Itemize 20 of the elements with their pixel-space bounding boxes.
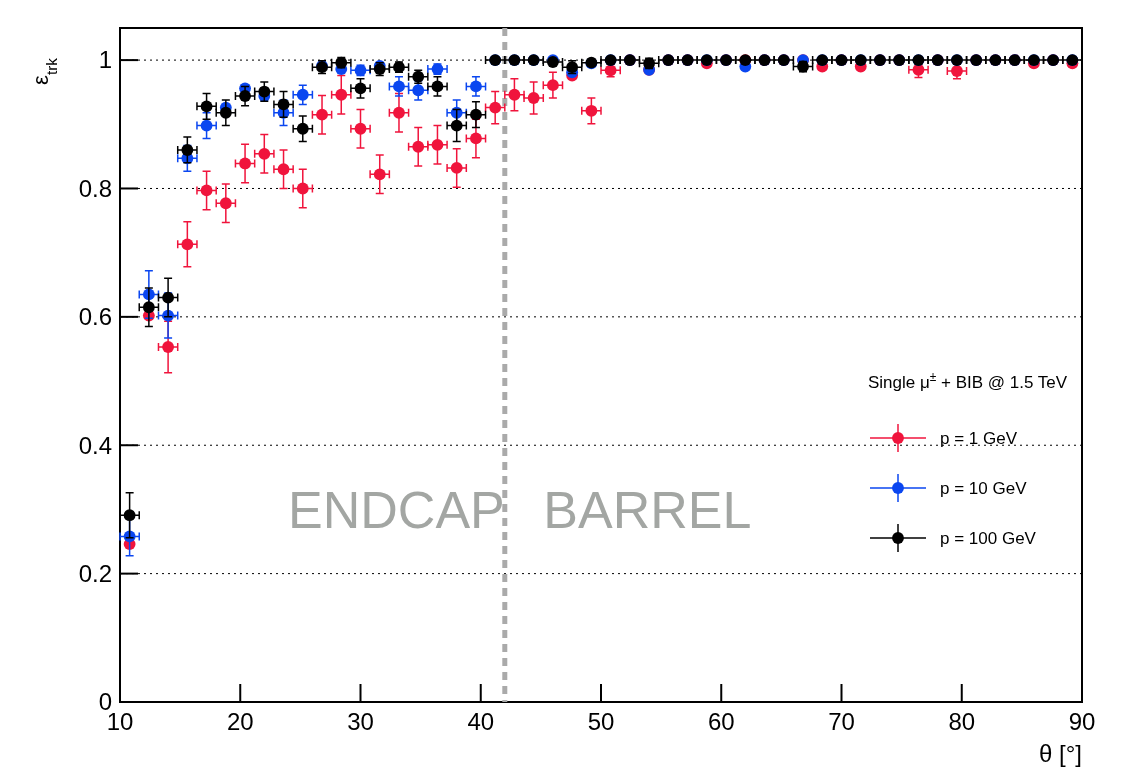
y-tick-label: 0.2	[78, 560, 112, 588]
annotation: BARREL	[543, 480, 752, 539]
y-tick-label: 0.6	[78, 303, 112, 331]
legend-label: p = 100 GeV	[940, 528, 1037, 548]
legend-label: p = 1 GeV	[940, 428, 1018, 448]
x-tick-label: 30	[347, 708, 374, 735]
x-tick-label: 80	[948, 708, 976, 735]
x-tick-label: 20	[226, 708, 254, 735]
legend-title: Single μ$^{±}$ + BIB @ 1.5 TeV	[868, 370, 1068, 392]
x-tick-label: 90	[1068, 708, 1096, 735]
x-tick-label: 40	[467, 708, 495, 735]
y-tick-label: 0.4	[78, 431, 112, 459]
x-axis-title: θ [°]	[1039, 740, 1082, 767]
x-tick-label: 70	[828, 708, 855, 735]
x-tick-label: 50	[587, 708, 615, 735]
legend-label: p = 10 GeV	[940, 478, 1028, 498]
x-tick-label: 60	[707, 708, 735, 735]
annotation: ENDCAP	[288, 480, 505, 539]
y-tick-label: 0.8	[78, 174, 112, 202]
y-tick-label: 1	[98, 46, 112, 74]
